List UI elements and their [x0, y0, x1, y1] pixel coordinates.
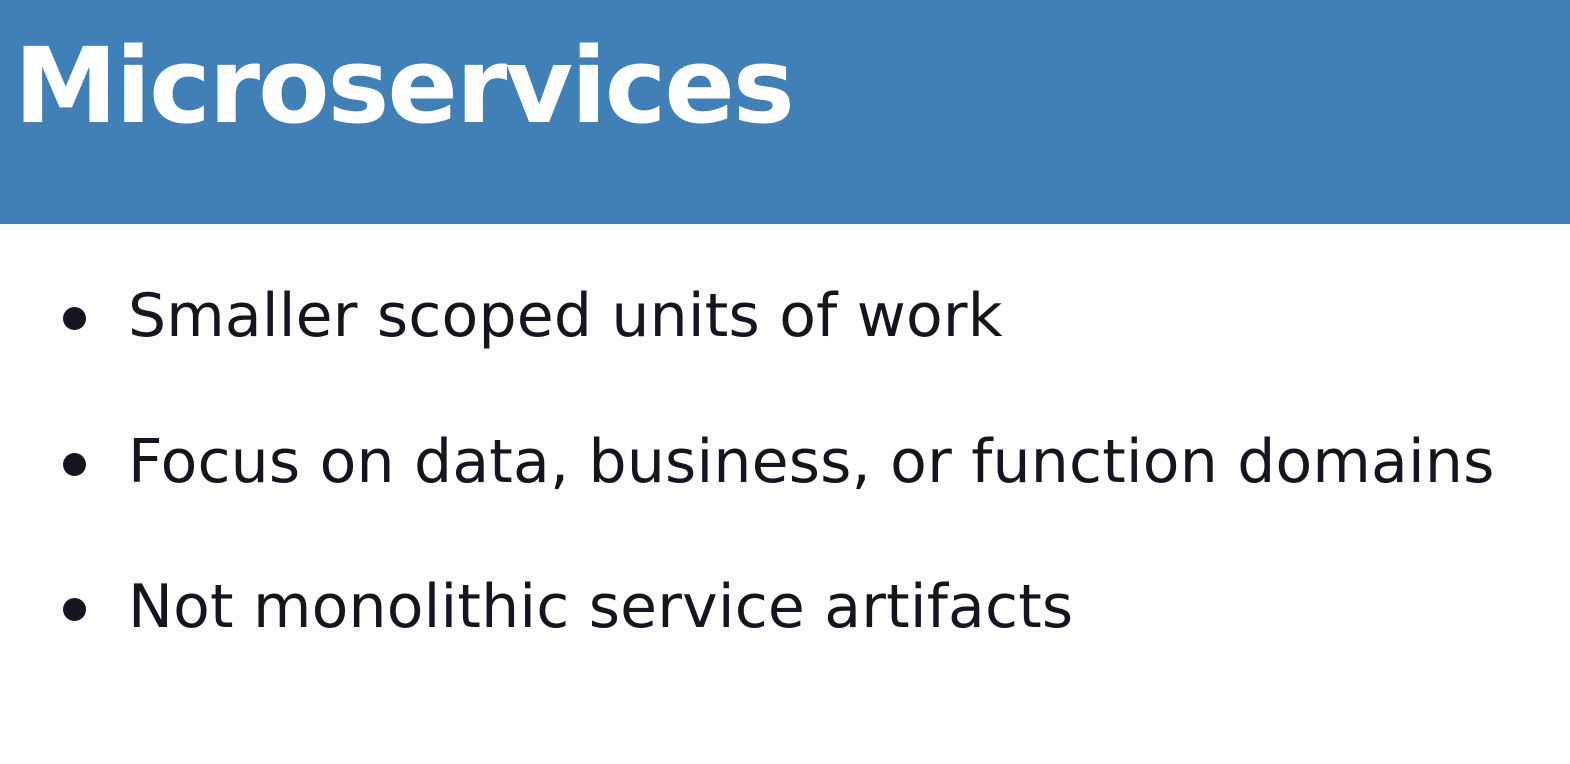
bullet-item: Not monolithic service artifacts [0, 567, 1560, 647]
bullet-text: Smaller scoped units of work [128, 281, 1003, 351]
bullet-dot-icon [63, 453, 86, 476]
bullet-item: Smaller scoped units of work [0, 276, 1560, 356]
bullet-text: Not monolithic service artifacts [128, 572, 1074, 642]
bullet-text: Focus on data, business, or function dom… [128, 427, 1495, 497]
bullet-item: Focus on data, business, or function dom… [0, 422, 1560, 502]
slide-title: Microservices [14, 25, 795, 147]
title-bar: Microservices [0, 0, 1570, 224]
bullet-dot-icon [63, 307, 86, 330]
bullet-dot-icon [63, 598, 86, 621]
